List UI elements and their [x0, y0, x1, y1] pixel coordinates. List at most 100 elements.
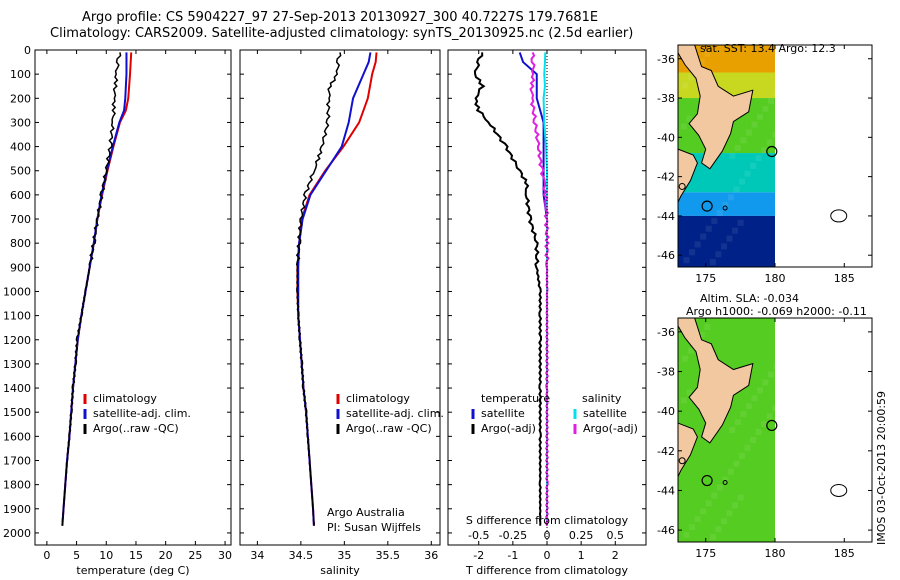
heatmap-cell	[727, 194, 734, 201]
heatmap-cell	[761, 421, 768, 428]
x2-tick-label: 0	[544, 529, 551, 542]
x-tick-label: 10	[99, 549, 113, 562]
station-marker	[678, 457, 686, 465]
x-axis-label: salinity	[320, 564, 360, 577]
map-x-tick-label: 185	[834, 272, 855, 285]
map-y-tick-label: -40	[657, 131, 675, 144]
heatmap-cell	[755, 155, 762, 162]
heatmap-cell	[733, 186, 740, 193]
x-tick-label: 0	[544, 549, 551, 562]
x-tick-label: 36	[424, 549, 438, 562]
x-tick-label: 0	[43, 549, 50, 562]
heatmap-cell	[700, 233, 707, 240]
heatmap-cell	[768, 371, 775, 378]
y-tick-label: 1500	[3, 406, 31, 419]
heatmap-cell	[680, 397, 687, 404]
annotation-org: Argo Australia	[327, 506, 405, 519]
map-y-tick-label: -42	[657, 171, 675, 184]
x-tick-label: 34.5	[289, 549, 314, 562]
heatmap-cell	[683, 532, 690, 539]
station-marker	[701, 474, 713, 487]
y-tick-label: 1400	[3, 382, 31, 395]
figure-title-line1: Argo profile: CS 5904227_97 27-Sep-2013 …	[82, 10, 599, 25]
legend-title: salinity	[582, 392, 622, 405]
x-tick-label: 2	[612, 549, 619, 562]
y-tick-label: 100	[10, 68, 31, 81]
y-tick-label: 400	[10, 141, 31, 154]
x2-tick-label: 0.25	[569, 529, 594, 542]
map-x-tick-label: 175	[695, 272, 716, 285]
series-line-2	[473, 52, 543, 526]
heatmap-cell	[687, 74, 694, 81]
heatmap-cell	[772, 405, 779, 412]
heatmap-cell	[740, 411, 747, 418]
series-line-2	[61, 52, 128, 526]
x-axis-label: temperature (deg C)	[76, 564, 189, 577]
chatham-island	[830, 209, 848, 223]
map-y-tick-label: -38	[657, 92, 675, 105]
heatmap-cell	[766, 413, 773, 420]
x-axis-label: T difference from climatology	[465, 564, 628, 577]
heatmap-cell	[682, 82, 689, 89]
y-tick-label: 300	[10, 116, 31, 129]
heatmap-cell	[694, 241, 701, 248]
map-x-tick-label: 175	[695, 547, 716, 560]
heatmap-cell	[772, 131, 779, 138]
x-tick-label: 15	[129, 549, 143, 562]
heatmap-cell	[773, 363, 780, 370]
x-tick-label: -1	[507, 549, 518, 562]
heatmap-cell	[750, 436, 757, 443]
y-tick-label: 1700	[3, 454, 31, 467]
heatmap-cell	[698, 58, 705, 65]
heatmap-cell	[727, 468, 734, 475]
heatmap-cell	[734, 419, 741, 426]
station-marker	[701, 200, 713, 212]
figure-title-line2: Climatology: CARS2009. Satellite-adjuste…	[50, 26, 634, 41]
heatmap-cell	[740, 137, 747, 144]
y-tick-label: 1800	[3, 479, 31, 492]
heatmap-cell	[744, 444, 751, 451]
land-north-island	[677, 317, 754, 444]
station-marker	[678, 182, 686, 190]
heatmap-cell	[729, 153, 736, 160]
map-bottom-header-1: Altim. SLA: -0.034	[700, 292, 800, 305]
series-line-3	[295, 52, 342, 526]
legend-label: climatology	[93, 392, 157, 405]
imos-timestamp: IMOS 03-Oct-2013 20:00:59	[875, 390, 888, 545]
heatmap-cell	[751, 395, 758, 402]
heatmap-cell	[745, 129, 752, 136]
x-tick-label: 30	[218, 549, 232, 562]
heatmap-cell	[704, 50, 711, 57]
x-tick-label: 5	[73, 549, 80, 562]
heatmap-cell	[682, 355, 689, 362]
legend-label: satellite-adj. clim.	[93, 407, 191, 420]
panel-2: 34 34.5 35 35.5 36 salinity climatology satelli…	[239, 49, 444, 577]
heatmap-cell	[762, 379, 769, 386]
heatmap-cell	[715, 526, 722, 533]
x2-tick-label: -0.5	[468, 529, 489, 542]
heatmap-cell	[694, 516, 701, 523]
heatmap-cell	[722, 476, 729, 483]
chatham-island	[830, 483, 848, 497]
heatmap-cell	[705, 500, 712, 507]
legend-label: satellite	[481, 407, 525, 420]
y-tick-label: 1900	[3, 503, 31, 516]
heatmap-cell	[686, 389, 693, 396]
heatmap-cell	[744, 170, 751, 177]
heatmap-cell	[709, 534, 716, 541]
heatmap-cell	[745, 403, 752, 410]
heatmap-cell	[720, 243, 727, 250]
y-tick-label: 600	[10, 189, 31, 202]
map-y-tick-label: -44	[657, 210, 675, 223]
heatmap-cell	[716, 484, 723, 491]
panel-3: -2 -1 0 1 2 T difference from climatology -0.5…	[447, 49, 647, 577]
heatmap-cell	[689, 524, 696, 531]
y-tick-label: 0	[24, 44, 31, 57]
heatmap-cell	[762, 105, 769, 112]
heatmap-cell	[709, 259, 716, 266]
x-tick-label: 34	[250, 549, 264, 562]
heatmap-cell	[680, 123, 687, 130]
heatmap-cell	[737, 494, 744, 501]
heatmap-cell	[761, 147, 768, 154]
